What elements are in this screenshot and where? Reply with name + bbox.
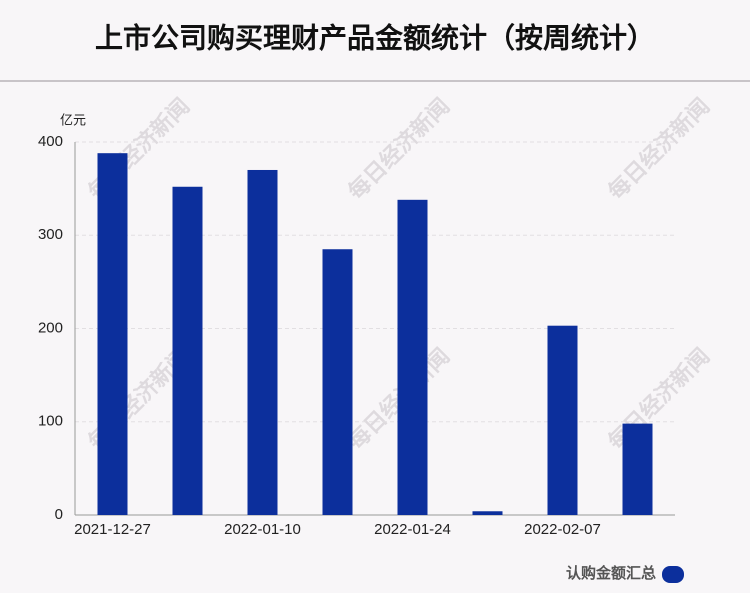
- y-tick-label: 0: [55, 506, 63, 523]
- bar: [97, 153, 128, 515]
- y-tick-label: 100: [38, 413, 63, 430]
- bar: [172, 186, 203, 515]
- legend-label: 认购金额汇总: [566, 564, 656, 582]
- y-unit: 亿元: [60, 112, 86, 127]
- y-tick-label: 200: [38, 319, 63, 336]
- bar: [322, 249, 353, 516]
- bar: [547, 325, 578, 515]
- y-tick-label: 400: [38, 133, 63, 150]
- x-tick-label: 2021-12-27: [74, 521, 151, 538]
- x-tick-label: 2022-01-10: [224, 521, 301, 538]
- x-tick-label: 2022-01-24: [374, 521, 451, 538]
- legend-swatch: [662, 566, 684, 583]
- y-tick-label: 300: [38, 226, 63, 243]
- chart-title: 上市公司购买理财产品金额统计（按周统计）: [95, 21, 655, 53]
- x-tick-label: 2022-02-07: [524, 521, 601, 538]
- bar: [622, 423, 653, 515]
- bar: [472, 511, 503, 515]
- bar: [247, 169, 278, 515]
- bar: [397, 199, 428, 515]
